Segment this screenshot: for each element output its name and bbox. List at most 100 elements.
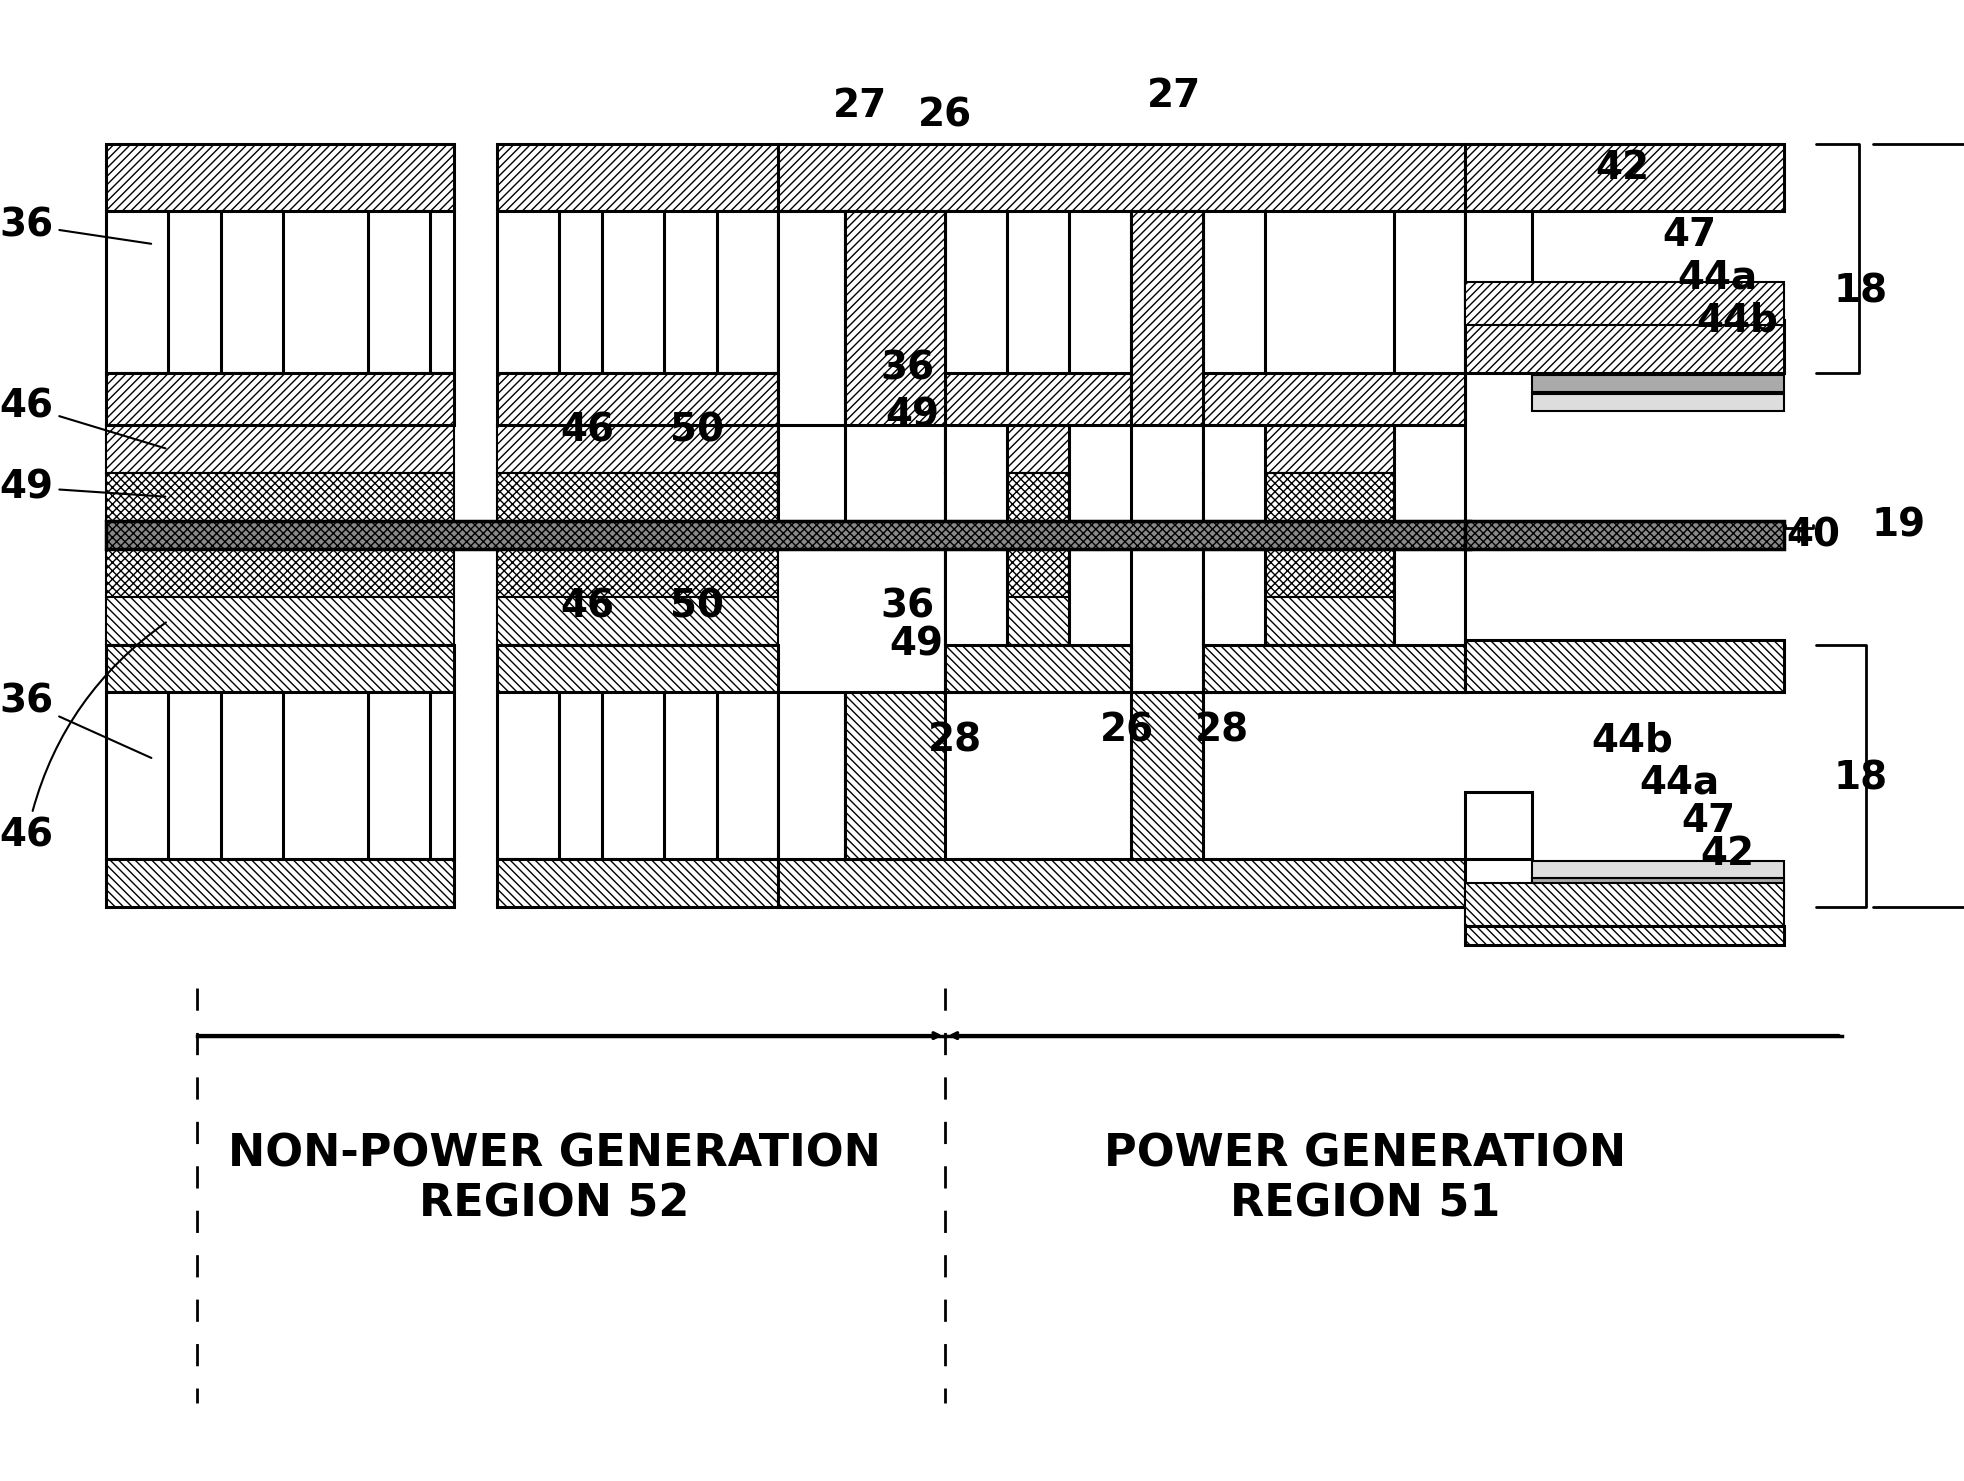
Bar [1202, 373, 1465, 425]
Bar [1465, 926, 1785, 945]
Text: 26: 26 [919, 96, 972, 135]
Bar [1202, 644, 1465, 692]
Text: 18: 18 [1834, 760, 1887, 797]
Text: 50: 50 [670, 412, 725, 449]
Bar [369, 692, 430, 859]
Text: 44a: 44a [1640, 764, 1720, 801]
Bar [778, 859, 1465, 906]
Bar [945, 373, 1131, 425]
Bar [1131, 692, 1202, 859]
Text: 46: 46 [0, 388, 165, 449]
Text: 28: 28 [1194, 711, 1249, 749]
Text: 18: 18 [1834, 273, 1887, 311]
Bar [1465, 283, 1785, 326]
Text: NON-POWER GENERATION
REGION 52: NON-POWER GENERATION REGION 52 [228, 1133, 880, 1225]
Bar [220, 692, 283, 859]
Text: 46: 46 [562, 412, 615, 449]
Bar [1202, 549, 1265, 692]
Text: 49: 49 [0, 468, 165, 507]
Bar [945, 549, 1008, 692]
Bar [603, 692, 664, 859]
Bar [393, 692, 454, 859]
Bar [1465, 883, 1785, 926]
Text: 27: 27 [1147, 77, 1202, 116]
Text: 42: 42 [1595, 150, 1650, 187]
Text: 44b: 44b [1695, 302, 1777, 339]
Text: 36: 36 [880, 588, 935, 625]
Bar [497, 549, 778, 597]
Bar [945, 644, 1131, 692]
Bar [1202, 472, 1465, 521]
Bar [1465, 210, 1532, 307]
Text: 50: 50 [670, 588, 725, 625]
Bar [497, 144, 778, 210]
Bar [1465, 320, 1785, 373]
Bar [1131, 210, 1202, 425]
Text: 49: 49 [886, 397, 939, 435]
Bar [778, 144, 1465, 210]
Text: 46: 46 [0, 622, 165, 855]
Bar [497, 597, 778, 644]
Bar [1532, 860, 1785, 878]
Bar [1465, 792, 1532, 859]
Bar [1532, 375, 1785, 392]
Bar [845, 692, 945, 859]
Bar [1465, 144, 1785, 210]
Bar [106, 373, 454, 425]
Bar [106, 521, 1469, 549]
Bar [1068, 549, 1131, 692]
Bar [106, 644, 454, 692]
Bar [1532, 394, 1785, 412]
Bar [945, 425, 1131, 472]
Bar [1202, 425, 1465, 472]
Bar [106, 425, 454, 472]
Text: POWER GENERATION
REGION 51: POWER GENERATION REGION 51 [1104, 1133, 1626, 1225]
Bar [497, 373, 778, 425]
Bar [1202, 210, 1265, 521]
Bar [1465, 640, 1785, 692]
Bar [945, 472, 1131, 521]
Bar [106, 549, 454, 597]
Bar [1202, 597, 1465, 644]
Bar [497, 472, 778, 521]
Bar [369, 210, 430, 373]
Text: 26: 26 [1100, 711, 1153, 749]
Bar [717, 692, 778, 859]
Bar [497, 692, 560, 859]
Bar [1202, 549, 1465, 597]
Bar [1532, 878, 1785, 896]
Bar [1394, 549, 1465, 692]
Bar [603, 210, 664, 373]
Bar [845, 210, 945, 425]
Bar [945, 549, 1131, 597]
Bar [393, 210, 454, 373]
Bar [1068, 210, 1131, 521]
Bar [945, 210, 1008, 521]
Bar [497, 425, 778, 472]
Text: 42: 42 [1701, 835, 1754, 874]
Bar [778, 210, 845, 425]
Bar [106, 144, 454, 210]
Text: 36: 36 [0, 206, 151, 244]
Bar [106, 472, 454, 521]
Bar [106, 597, 454, 644]
Bar [106, 692, 169, 859]
Text: 44b: 44b [1591, 721, 1673, 760]
Bar [778, 472, 845, 521]
Text: 28: 28 [927, 721, 982, 760]
Bar [1465, 521, 1785, 549]
Bar [497, 644, 778, 692]
Bar [497, 210, 560, 373]
Text: 47: 47 [1662, 216, 1717, 253]
Text: 47: 47 [1681, 803, 1736, 840]
Bar [106, 859, 454, 906]
Text: 36: 36 [0, 683, 151, 758]
Bar [778, 692, 845, 859]
Bar [220, 210, 283, 373]
Text: 19: 19 [1872, 507, 1927, 545]
Bar [106, 210, 169, 373]
Text: 46: 46 [562, 588, 615, 625]
Text: 36: 36 [880, 350, 935, 387]
Text: 44a: 44a [1677, 259, 1758, 296]
Bar [778, 210, 845, 521]
